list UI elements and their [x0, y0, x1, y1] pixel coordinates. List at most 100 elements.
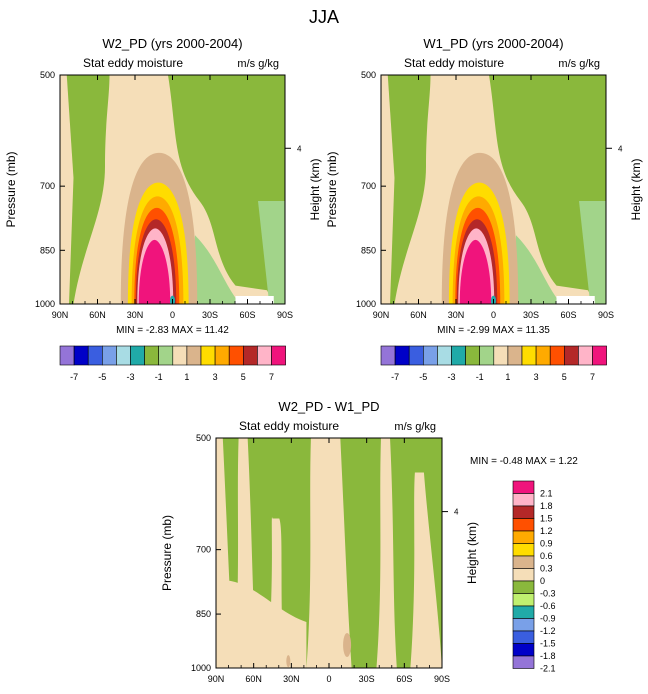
colorbar-label: 1	[505, 372, 510, 382]
height-tick-label: 4	[297, 144, 302, 153]
stats-readout: MIN = -0.48 MAX = 1.22	[470, 456, 578, 467]
colorbar-swatch	[512, 555, 535, 569]
colorbar-label: -2.1	[540, 664, 556, 674]
stats-readout: MIN = -2.83 MAX = 11.42	[116, 325, 229, 336]
colorbar-swatch	[59, 345, 75, 366]
colorbar-label: -5	[98, 372, 106, 382]
colorbar-swatch	[73, 345, 89, 366]
contour-level-neg1-south	[258, 200, 285, 304]
colorbar-label: 1.8	[540, 501, 553, 511]
contour-level-06-spot	[286, 655, 291, 668]
colorbar-label: -5	[419, 372, 427, 382]
colorbar-swatch	[214, 345, 230, 366]
contour-field	[381, 75, 606, 304]
colorbar-swatch	[116, 345, 131, 366]
colorbar-swatch	[493, 345, 509, 366]
plot-frame	[380, 74, 607, 305]
units-label: m/s g/kg	[558, 58, 600, 70]
height-axis-label: Height (km)	[465, 522, 479, 584]
surface-gap	[556, 295, 595, 304]
colorbar-swatch	[186, 345, 202, 366]
colorbar-swatch	[422, 345, 438, 366]
colorbar-label: 0.3	[540, 564, 553, 574]
units-label: m/s g/kg	[237, 58, 279, 70]
y-tick-label: 850	[361, 245, 376, 255]
colorbar-swatch	[512, 605, 535, 619]
colorbar-swatch	[512, 568, 535, 582]
colorbar-label: 3	[534, 372, 539, 382]
colorbar-swatch	[512, 655, 535, 669]
colorbar-swatch	[394, 345, 410, 366]
contour-level-8	[459, 239, 492, 304]
panel-difference: 90N 60N 30N 0 30S 60S 90S 500 700 850 1000 4 W2_PD -…	[160, 399, 578, 684]
colorbar-swatch	[257, 345, 272, 366]
stat-label: Stat eddy moisture	[239, 419, 339, 433]
colorbar-label: -1	[476, 372, 484, 382]
y-tick-label: 1000	[35, 299, 55, 309]
y-axis-label: Pressure (mb)	[325, 151, 339, 227]
panel-w1-pd: 90N 60N 30N 0 30S 60S 90S 500 700 850 1000 4 W1_PD (…	[325, 36, 643, 382]
colorbar-swatch	[512, 530, 535, 544]
x-tick-label: 60N	[410, 310, 427, 320]
colorbar-swatch	[271, 345, 286, 366]
y-axis-label: Pressure (mb)	[160, 515, 174, 591]
x-tick-label: 60S	[560, 310, 576, 320]
x-tick-label: 60N	[245, 674, 262, 684]
colorbar-swatch	[451, 345, 466, 366]
x-tick-label: 0	[491, 310, 496, 320]
units-label: m/s g/kg	[394, 421, 436, 433]
colorbar-swatch	[512, 493, 535, 507]
x-tick-label: 90S	[277, 310, 293, 320]
colorbar-label: -3	[447, 372, 455, 382]
colorbar-swatch	[521, 345, 537, 366]
colorbar-swatch	[144, 345, 160, 366]
y-tick-label: 500	[196, 433, 211, 443]
colorbar-swatch	[479, 345, 495, 366]
colorbar-swatch	[512, 593, 535, 607]
stat-label: Stat eddy moisture	[83, 56, 183, 70]
contour-level-1-west	[381, 75, 395, 304]
colorbar-label: 0.9	[540, 539, 553, 549]
x-tick-label: 0	[170, 310, 175, 320]
colorbar-label: 1.5	[540, 514, 553, 524]
x-tick-label: 60S	[239, 310, 255, 320]
y-tick-label: 700	[361, 181, 376, 191]
colorbar-swatch	[512, 618, 535, 632]
stats-readout: MIN = -2.99 MAX = 11.35	[437, 325, 550, 336]
x-tick-label: 90S	[598, 310, 614, 320]
y-tick-label: 850	[40, 245, 55, 255]
x-tick-label: 90N	[208, 674, 225, 684]
contour-level-neg1-light	[511, 235, 561, 304]
colorbar-label: -7	[391, 372, 399, 382]
contour-level-03-band	[376, 438, 397, 668]
y-tick-label: 850	[196, 609, 211, 619]
colorbar-label: -0.9	[540, 614, 556, 624]
colorbar-label: 0	[540, 576, 545, 586]
colorbar-swatch	[465, 345, 481, 366]
panel-title: W2_PD - W1_PD	[278, 399, 379, 414]
x-tick-label: 30S	[202, 310, 218, 320]
colorbar-swatch	[507, 345, 523, 366]
colorbar-swatch	[512, 630, 535, 644]
colorbar-swatch	[130, 345, 145, 366]
x-tick-label: 60S	[396, 674, 412, 684]
height-axis-label: Height (km)	[629, 158, 643, 220]
colorbar-label: 5	[562, 372, 567, 382]
colorbar-label: -1.8	[540, 651, 556, 661]
height-axis-label: Height (km)	[308, 158, 322, 220]
colorbar-label: -7	[70, 372, 78, 382]
y-tick-label: 700	[196, 545, 211, 555]
colorbar-swatch	[578, 345, 593, 366]
contour-level-03-lower	[216, 580, 307, 668]
colorbar-label: 1.2	[540, 526, 553, 536]
colorbar-swatch	[535, 345, 551, 366]
colorbar-swatch	[87, 345, 103, 366]
surface-gap	[235, 295, 274, 304]
contour-field	[60, 75, 285, 304]
colorbar-label: -3	[126, 372, 134, 382]
colorbar-label: 5	[241, 372, 246, 382]
x-tick-label: 0	[326, 674, 331, 684]
colorbar-label: -1.2	[540, 626, 556, 636]
colorbar-label: 3	[213, 372, 218, 382]
panel-w2-pd: 90N 60N 30N 0 30S 60S 90S 500 700 850 1000 4 W2_PD (…	[4, 36, 322, 382]
